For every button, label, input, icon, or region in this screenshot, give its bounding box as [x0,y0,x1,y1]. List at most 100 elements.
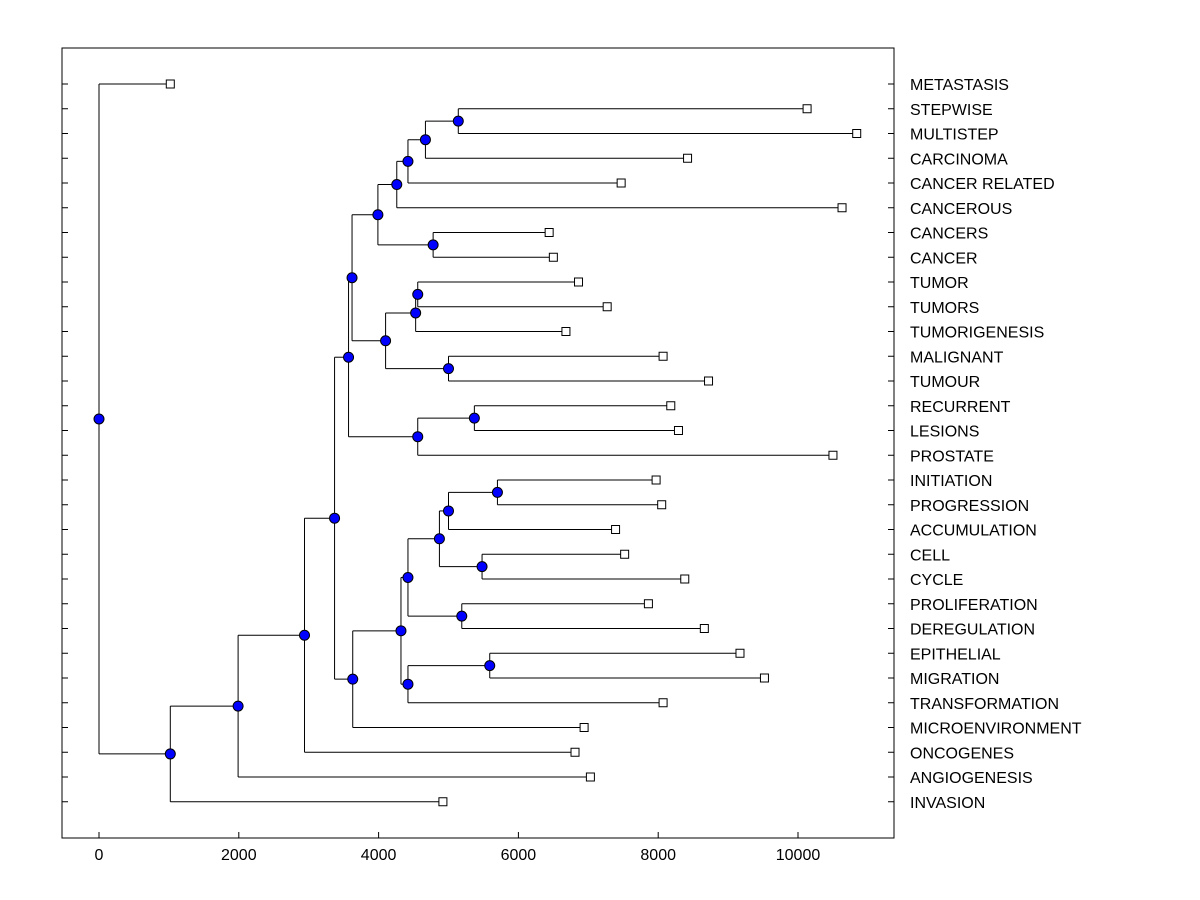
leaf-label-23: EPITHELIAL [910,646,1001,663]
leaf-marker-19 [620,549,630,559]
leaf-label-14: LESIONS [910,424,979,441]
merge-node-n18 [433,533,445,545]
merge-node-n17 [476,561,488,573]
x-tick-label-4: 8000 [640,847,676,864]
leaf-marker-3 [683,153,693,163]
merge-node-n11 [346,272,358,284]
leaf-marker-29 [438,797,448,807]
leaf-marker-14 [673,426,683,435]
leaf-marker-11 [658,351,668,361]
leaf-marker-2 [852,129,862,138]
x-tick-label-1: 2000 [221,847,257,864]
leaf-marker-6 [544,228,554,237]
merge-node-n29 [93,413,105,425]
leaf-label-27: ONCOGENES [910,745,1014,762]
leaf-label-18: ACCUMULATION [910,523,1037,540]
leaf-label-25: TRANSFORMATION [910,696,1059,713]
leaf-marker-1 [802,104,812,114]
leaf-label-19: CELL [910,547,950,564]
dendrogram-links [98,83,857,803]
leaf-marker-5 [837,203,847,213]
leaf-marker-24 [759,673,769,683]
leaf-label-5: CANCEROUS [910,201,1012,218]
leaf-label-15: PROSTATE [910,448,994,465]
merge-node-n7 [412,288,424,300]
merge-node-n3 [402,155,414,167]
merge-node-n6 [372,209,384,221]
merge-node-n27 [232,700,244,712]
merge-node-n4 [391,179,403,191]
leaf-label-1: STEPWISE [910,102,993,119]
leaf-label-4: CANCER RELATED [910,176,1055,193]
merge-node-n19 [456,610,468,622]
leaf-label-24: MIGRATION [910,671,999,688]
x-tick-label-0: 0 [95,847,104,864]
leaf-label-9: TUMORS [910,300,979,317]
merge-node-n1 [452,115,464,127]
merge-node-n15 [491,486,503,498]
merge-node-n20 [402,571,414,583]
leaf-marker-12 [704,376,714,386]
merge-node-n13 [412,431,424,443]
merge-node-n5 [427,239,439,251]
leaf-marker-25 [658,698,668,708]
merge-node-n22 [402,678,414,690]
leaf-marker-20 [680,574,690,584]
leaf-marker-8 [574,277,584,287]
leaf-label-11: MALIGNANT [910,349,1004,366]
merge-node-n21 [484,660,496,672]
merge-nodes [93,115,503,760]
leaf-marker-22 [699,624,709,633]
leaf-label-13: RECURRENT [910,399,1011,416]
merge-node-n2 [419,134,431,146]
leaf-marker-17 [657,500,667,510]
merge-node-n28 [164,748,176,760]
leaf-marker-16 [651,475,661,485]
leaf-label-7: CANCER [910,250,978,267]
leaf-label-10: TUMORIGENESIS [910,325,1044,342]
leaf-labels: METASTASIS STEPWISE MULTISTEP CARCINOMA CANC… [910,77,1082,812]
leaf-label-6: CANCERS [910,226,988,243]
leaf-label-26: MICROENVIRONMENT [910,721,1082,738]
leaf-marker-18 [611,525,621,534]
leaf-marker-28 [585,772,595,782]
merge-node-n9 [443,363,454,375]
x-tick-label-2: 4000 [361,847,397,864]
merge-node-n23 [395,625,407,637]
leaf-label-20: CYCLE [910,572,963,589]
x-tick-label-5: 10000 [776,847,821,864]
leaf-label-2: MULTISTEP [910,127,999,144]
leaf-label-17: PROGRESSION [910,498,1029,515]
leaf-marker-9 [602,302,612,312]
merge-node-n14 [343,351,355,363]
leaf-marker-7 [548,252,558,262]
x-tick-label-3: 6000 [501,847,537,864]
leaf-marker-0 [165,79,175,89]
leaf-label-8: TUMOR [910,275,969,292]
leaf-label-0: METASTASIS [910,77,1009,94]
leaf-marker-26 [579,723,589,732]
leaf-marker-15 [828,450,838,460]
plot-frame [61,47,895,839]
leaf-marker-4 [616,178,626,188]
leaf-marker-23 [735,648,745,658]
merge-node-n16 [443,505,454,517]
leaf-label-16: INITIATION [910,473,992,490]
merge-node-n24 [347,673,359,685]
merge-node-n12 [468,412,480,424]
leaf-markers [165,79,862,807]
leaf-label-29: INVASION [910,795,985,812]
merge-node-n25 [329,512,341,524]
x-axis-ticks: 0 2000 4000 6000 8000 10000 [95,832,821,864]
leaf-marker-10 [561,327,571,336]
leaf-label-21: PROLIFERATION [910,597,1038,614]
leaf-label-12: TUMOUR [910,374,980,391]
merge-node-n10 [380,335,392,347]
y-axis-ticks [62,83,894,803]
leaf-label-22: DEREGULATION [910,622,1035,639]
leaf-label-3: CARCINOMA [910,151,1008,168]
leaf-label-28: ANGIOGENESIS [910,770,1033,787]
leaf-marker-13 [666,401,676,411]
leaf-marker-27 [570,747,580,757]
